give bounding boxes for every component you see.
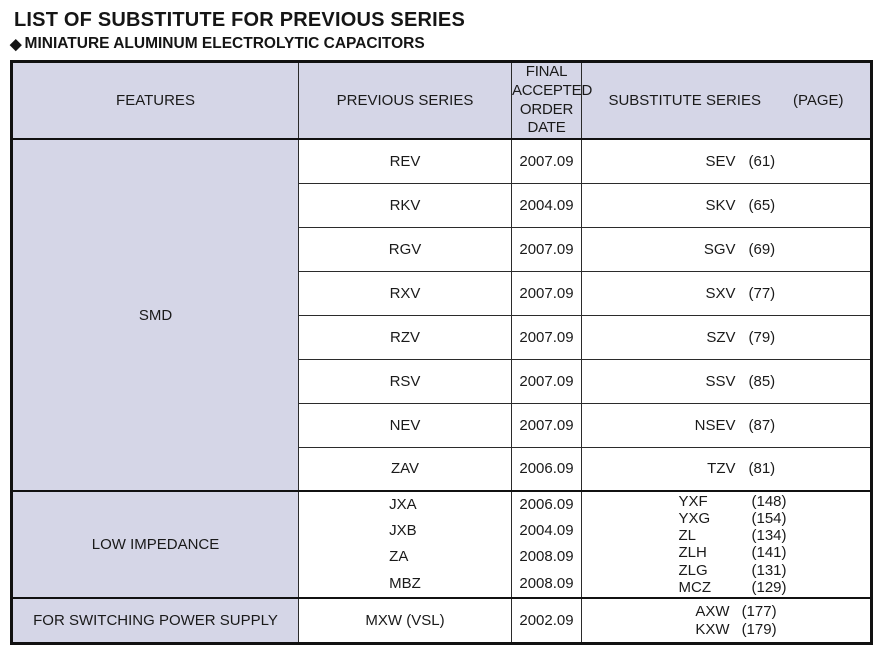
col-header-substitute-series: SUBSTITUTE SERIES (PAGE)	[581, 61, 872, 140]
table-row-nev: NEV 2007.09 NSEV (87)	[12, 402, 872, 448]
substitute-page: (61)	[748, 152, 776, 170]
order-date-cell: 2007.09	[511, 314, 582, 360]
substitute-series-cell: SGV (69)	[581, 226, 872, 272]
substitute-page: (81)	[748, 460, 776, 478]
feature-cell-switching: FOR SWITCHING POWER SUPPLY	[11, 596, 299, 645]
substitute-name: SSV	[705, 372, 736, 390]
previous-series-cell: MXW (VSL)	[298, 596, 512, 645]
previous-series-cell: RXV	[298, 270, 512, 316]
substitute-name: TZV	[707, 460, 736, 478]
substitute-page: (77)	[748, 284, 776, 302]
substitute-series-cell: SKV (65)	[581, 182, 872, 228]
substitute-series-cell: SEV (61)	[581, 138, 872, 184]
substitute-page: (129)	[751, 579, 787, 596]
substitute-series-cell: YXF (148) YXG (154) ZL (134) ZLH (141) ZLG (1…	[581, 490, 872, 599]
substitute-name: YXF	[678, 492, 708, 510]
substitute-name: ZL	[678, 527, 697, 545]
substitute-name: MCZ	[678, 579, 712, 596]
section-subtitle: ◆ MINIATURE ALUMINUM ELECTROLYTIC CAPACI…	[10, 35, 870, 53]
substitute-name: AXW	[695, 602, 730, 620]
feature-cell-smd: SMD	[11, 138, 299, 492]
substitute-name: SKV	[705, 196, 736, 214]
substitute-series-header-label: SUBSTITUTE SERIES	[608, 92, 761, 109]
substitute-series-cell: SXV (77)	[581, 270, 872, 316]
previous-series-item: MBZ	[389, 574, 421, 592]
page-title: LIST OF SUBSTITUTE FOR PREVIOUS SERIES	[14, 9, 465, 31]
substitute-name: SEV	[705, 152, 736, 170]
order-date-cell: 2007.09	[511, 270, 582, 316]
table-row-rxv: RXV 2007.09 SXV (77)	[12, 270, 872, 316]
substitute-page: (179)	[741, 620, 777, 638]
substitute-page: (141)	[751, 544, 787, 562]
previous-series-cell: REV	[298, 138, 512, 184]
substitute-page: (148)	[751, 492, 787, 510]
substitute-page: (131)	[751, 561, 787, 579]
order-date-cell: 2006.09 2004.09 2008.09 2008.09	[511, 490, 582, 599]
table-row-rsv: RSV 2007.09 SSV (85)	[12, 358, 872, 404]
previous-series-item: ZA	[389, 548, 409, 566]
order-date-item: 2004.09	[519, 522, 574, 540]
substitute-page: (65)	[748, 196, 776, 214]
substitute-series-cell: TZV (81)	[581, 446, 872, 492]
substitute-series-cell: SSV (85)	[581, 358, 872, 404]
substitute-series-table: FEATURES PREVIOUS SERIES FINAL ACCEPTED …	[10, 60, 873, 645]
table-row-zav: ZAV 2006.09 TZV (81)	[12, 446, 872, 492]
order-date-cell: 2004.09	[511, 182, 582, 228]
previous-series-item: JXA	[389, 496, 417, 513]
substitute-name: SGV	[703, 240, 736, 258]
table-row-rkv: RKV 2004.09 SKV (65)	[12, 182, 872, 228]
order-date-cell: 2007.09	[511, 402, 582, 448]
substitute-name: SZV	[706, 328, 736, 346]
previous-series-item: JXB	[389, 522, 417, 540]
previous-series-cell: ZAV	[298, 446, 512, 492]
previous-series-cell: JXA JXB ZA MBZ	[298, 490, 512, 599]
substitute-series-cell: SZV (79)	[581, 314, 872, 360]
substitute-name: YXG	[678, 509, 711, 527]
order-date-cell: 2007.09	[511, 358, 582, 404]
substitute-name: ZLH	[678, 544, 707, 562]
order-date-item: 2008.09	[519, 548, 574, 566]
page-header-label: (PAGE)	[792, 92, 844, 109]
order-date-cell: 2002.09	[511, 596, 582, 645]
table-row-switching-power-supply: FOR SWITCHING POWER SUPPLY MXW (VSL) 200…	[11, 596, 872, 645]
table-row-rzv: RZV 2007.09 SZV (79)	[12, 314, 872, 360]
substitute-series-cell: AXW (177) KXW (179)	[581, 596, 872, 645]
substitute-page: (177)	[741, 602, 777, 620]
substitute-page: (79)	[748, 328, 776, 346]
order-date-item: 2006.09	[519, 496, 574, 513]
feature-cell-low-impedance: LOW IMPEDANCE	[11, 490, 299, 599]
substitute-name: KXW	[695, 620, 730, 638]
substitute-page: (134)	[751, 527, 787, 545]
substitute-series-cell: NSEV (87)	[581, 402, 872, 448]
table-header-row: FEATURES PREVIOUS SERIES FINAL ACCEPTED …	[11, 61, 872, 140]
order-date-cell: 2007.09	[511, 138, 582, 184]
table-row-rgv: RGV 2007.09 SGV (69)	[12, 226, 872, 272]
previous-series-cell: RKV	[298, 182, 512, 228]
diamond-icon: ◆	[10, 35, 22, 53]
order-date-cell: 2006.09	[511, 446, 582, 492]
order-date-item: 2008.09	[519, 574, 574, 592]
substitute-page: (154)	[751, 509, 787, 527]
substitute-name: NSEV	[694, 416, 736, 434]
previous-series-cell: NEV	[298, 402, 512, 448]
previous-series-cell: RSV	[298, 358, 512, 404]
order-date-cell: 2007.09	[511, 226, 582, 272]
col-header-previous-series: PREVIOUS SERIES	[298, 61, 512, 140]
order-date-header-line1: FINAL ACCEPTED	[512, 63, 593, 99]
previous-series-cell: RGV	[298, 226, 512, 272]
substitute-page: (69)	[748, 240, 776, 258]
order-date-header-line2: ORDER DATE	[519, 100, 574, 137]
col-header-features: FEATURES	[11, 61, 299, 140]
subtitle-label: MINIATURE ALUMINUM ELECTROLYTIC CAPACITO…	[24, 35, 425, 52]
substitute-page: (87)	[748, 416, 776, 434]
table-row-low-impedance: LOW IMPEDANCE JXA JXB ZA MBZ 2006.09 200…	[11, 490, 872, 599]
previous-series-cell: RZV	[298, 314, 512, 360]
col-header-order-date: FINAL ACCEPTED ORDER DATE	[511, 61, 593, 140]
substitute-name: SXV	[705, 284, 736, 302]
substitute-page: (85)	[748, 372, 776, 390]
substitute-name: ZLG	[678, 561, 708, 579]
table-row-rev: SMD REV 2007.09 SEV (61)	[11, 138, 872, 492]
